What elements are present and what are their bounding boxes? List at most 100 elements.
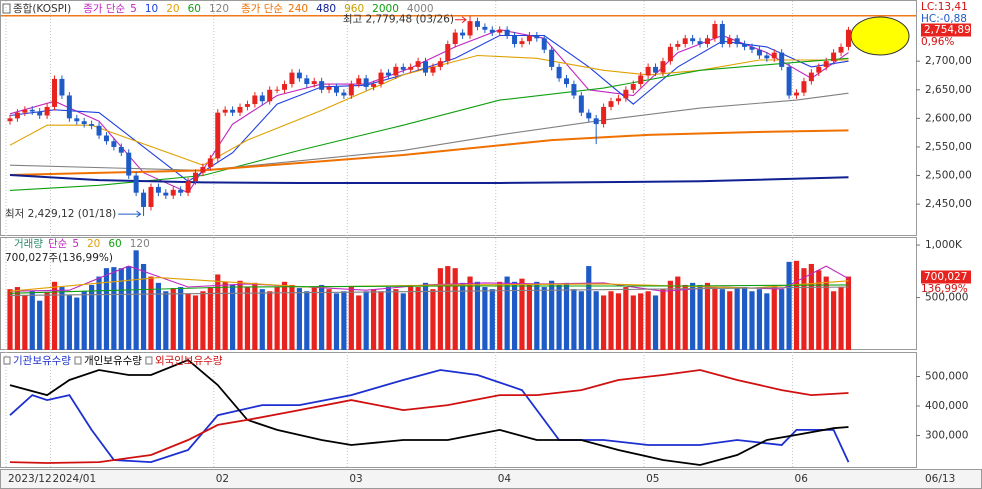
volume-bar	[437, 268, 443, 350]
chart-title: 종합(KOSPI)	[13, 3, 71, 15]
volume-bar	[14, 287, 21, 350]
volume-title: 거래량	[14, 238, 43, 250]
volume-bar	[749, 291, 755, 350]
line-series	[9, 358, 849, 466]
volume-bar	[741, 287, 748, 350]
volume-bar	[304, 291, 310, 350]
readout: 2,754,89	[924, 24, 971, 36]
candle-body	[37, 111, 43, 116]
candle-body	[44, 106, 50, 116]
volume-bar	[771, 284, 777, 350]
volume-bar	[89, 284, 95, 350]
candle-body	[623, 89, 629, 99]
legend-entry: 20	[166, 3, 179, 15]
line-series	[9, 174, 849, 184]
volume-bar	[727, 291, 733, 350]
candle-body	[727, 38, 733, 45]
volume-bar	[356, 295, 362, 350]
volume-bar	[460, 282, 466, 350]
volume-bar	[118, 268, 124, 350]
volume-bar	[430, 289, 436, 350]
volume-bar	[296, 288, 302, 350]
volume-bar	[326, 289, 332, 350]
candle-body	[118, 146, 124, 153]
candle-body	[215, 112, 221, 159]
candle-body	[193, 172, 198, 182]
current-date: 06/13	[925, 473, 955, 485]
volume-bar	[163, 291, 169, 350]
volume-bar	[44, 292, 50, 350]
candle-body	[534, 35, 540, 39]
legend-entry: 5	[72, 238, 79, 250]
volume-bar	[734, 287, 740, 350]
volume-bar	[704, 282, 711, 350]
candle-body	[356, 78, 362, 85]
volume-bar	[571, 289, 577, 350]
volume-bar	[660, 289, 666, 350]
candle-body	[126, 152, 132, 176]
x-tick-label: 04	[498, 473, 512, 485]
volume-bar	[37, 300, 43, 350]
volume-bar	[482, 287, 488, 350]
y-tick-label: 2,650,00	[925, 84, 972, 96]
legend-entry: 120	[130, 238, 150, 250]
candle-body	[615, 98, 621, 102]
candle-body	[423, 61, 429, 73]
candle-body	[497, 29, 503, 33]
candle-body	[52, 78, 58, 107]
candle-body	[816, 66, 822, 73]
volume-panel	[0, 237, 917, 350]
volume-bar	[638, 293, 644, 350]
volume-bar	[140, 263, 147, 350]
candle-body	[645, 66, 651, 76]
readout-box	[921, 23, 971, 37]
volume-bar	[615, 293, 622, 350]
x-tick-label: 06	[795, 473, 809, 485]
candle-body	[415, 61, 421, 67]
y-tick-label: 300,000	[925, 430, 968, 442]
candle-body	[103, 135, 109, 142]
volume-bar	[608, 291, 614, 350]
volume-bar	[467, 276, 473, 350]
volume-bar	[59, 287, 65, 350]
candle-body	[808, 72, 814, 82]
candle-body	[319, 81, 325, 90]
line-series	[9, 369, 849, 464]
candle-body	[801, 81, 807, 93]
candle-body	[460, 32, 466, 36]
volume-bar	[556, 284, 562, 350]
candle-body	[838, 46, 844, 53]
x-tick-label: 02	[216, 473, 229, 485]
candle-body	[148, 186, 154, 207]
candle-body	[326, 86, 332, 90]
candle-body	[289, 72, 295, 85]
volume-bar	[200, 291, 206, 350]
volume-bar	[586, 266, 592, 350]
candle-body	[608, 101, 614, 107]
legend-entry: 120	[209, 3, 229, 15]
candle-body	[734, 38, 740, 45]
y-tick-label: 2,550,00	[925, 141, 972, 153]
candle-body	[593, 118, 599, 125]
low-arrow	[118, 210, 142, 218]
candle-body	[474, 21, 480, 27]
y-tick-label: 500,000	[925, 292, 968, 304]
volume-bar	[786, 261, 792, 350]
volume-bar	[497, 281, 503, 350]
y-tick-label: 2,500,00	[925, 170, 972, 182]
y-tick-label: 2,600,00	[925, 112, 972, 124]
readout: LC:13,41	[921, 1, 968, 13]
y-tick-label: 2,700,00	[925, 55, 972, 67]
candle-body	[712, 24, 718, 39]
volume-bar	[178, 287, 184, 350]
volume-bar	[682, 284, 688, 350]
volume-bar	[259, 289, 265, 350]
candle-body	[304, 78, 310, 85]
volume-bar	[801, 268, 807, 350]
volume-bar	[230, 284, 236, 350]
candle-body	[749, 46, 755, 50]
volume-bar	[779, 289, 785, 350]
candle-body	[207, 158, 213, 167]
volume-bar	[274, 287, 280, 350]
readout: HC:-0,88	[921, 13, 967, 25]
